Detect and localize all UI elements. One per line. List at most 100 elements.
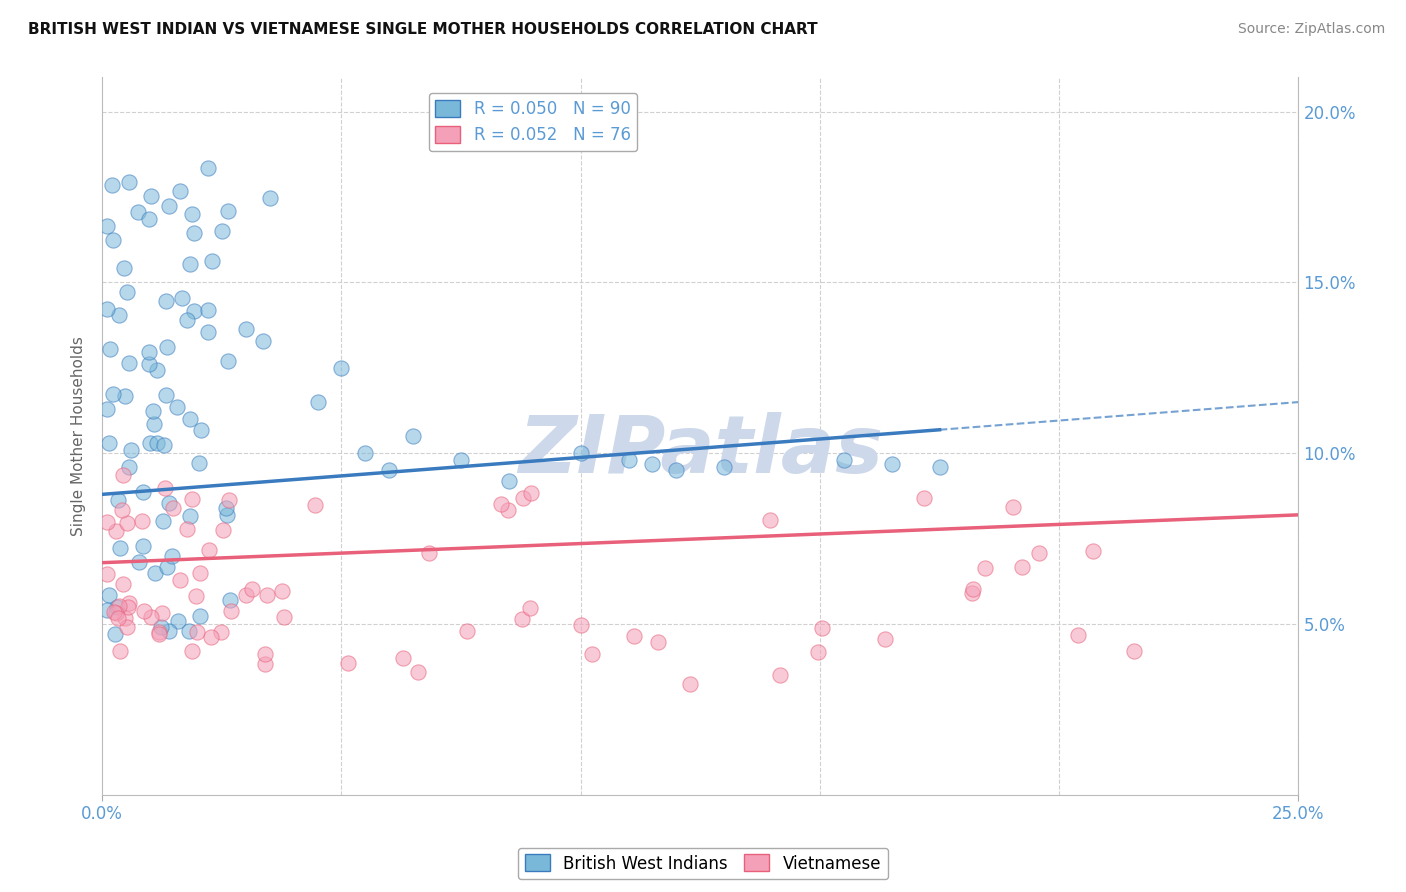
Point [512, 612, 534, 626]
Point [183, 226, 205, 240]
Point [569, 617, 592, 632]
Point [188, 609, 211, 624]
Point [138, 345, 160, 359]
Point [128, 555, 150, 569]
Point [146, 363, 169, 377]
Point [101, 233, 124, 247]
Point [139, 435, 162, 450]
Point [96, 515, 118, 529]
Point [392, 651, 415, 665]
Point [132, 539, 155, 553]
Point [1028, 546, 1050, 560]
Point [143, 417, 166, 431]
Point [105, 599, 128, 614]
Point [98, 436, 121, 450]
Point [96, 566, 118, 581]
Point [1011, 560, 1033, 574]
Point [155, 559, 177, 574]
Point [179, 508, 201, 523]
Point [155, 387, 177, 401]
Point [127, 204, 149, 219]
Point [101, 387, 124, 401]
Point [104, 627, 127, 641]
Point [330, 360, 353, 375]
Point [928, 460, 950, 475]
Point [336, 656, 359, 670]
Point [1122, 644, 1144, 658]
Point [304, 499, 326, 513]
Point [769, 667, 792, 681]
Point [179, 412, 201, 426]
Point [496, 503, 519, 517]
Point [962, 582, 984, 596]
Legend: British West Indians, Vietnamese: British West Indians, Vietnamese [517, 847, 889, 880]
Point [117, 600, 139, 615]
Point [157, 495, 180, 509]
Legend: R = 0.050   N = 90, R = 0.052   N = 76: R = 0.050 N = 90, R = 0.052 N = 76 [429, 93, 637, 151]
Point [759, 513, 782, 527]
Point [197, 325, 219, 339]
Point [142, 404, 165, 418]
Point [1002, 500, 1025, 514]
Point [179, 257, 201, 271]
Point [253, 657, 276, 672]
Point [166, 400, 188, 414]
Point [141, 188, 163, 202]
Point [114, 611, 136, 625]
Point [107, 599, 129, 613]
Point [150, 620, 173, 634]
Point [217, 203, 239, 218]
Point [647, 635, 669, 649]
Point [198, 542, 221, 557]
Point [354, 446, 377, 460]
Point [235, 588, 257, 602]
Point [450, 453, 472, 467]
Point [180, 491, 202, 506]
Point [713, 460, 735, 475]
Point [169, 184, 191, 198]
Point [110, 644, 132, 658]
Y-axis label: Single Mother Households: Single Mother Households [72, 336, 86, 536]
Point [111, 577, 134, 591]
Point [98, 342, 121, 356]
Point [962, 586, 984, 600]
Point [96, 401, 118, 416]
Point [418, 546, 440, 560]
Text: Source: ZipAtlas.com: Source: ZipAtlas.com [1237, 22, 1385, 37]
Point [832, 453, 855, 467]
Point [118, 175, 141, 189]
Point [166, 614, 188, 628]
Point [138, 212, 160, 227]
Point [217, 354, 239, 368]
Point [512, 491, 534, 506]
Point [145, 566, 167, 580]
Point [1083, 543, 1105, 558]
Point [155, 294, 177, 309]
Point [256, 588, 278, 602]
Point [218, 493, 240, 508]
Point [402, 429, 425, 443]
Point [188, 456, 211, 470]
Point [141, 610, 163, 624]
Point [115, 620, 138, 634]
Point [98, 588, 121, 602]
Point [105, 606, 128, 620]
Point [211, 523, 233, 537]
Point [623, 629, 645, 643]
Point [217, 508, 239, 522]
Point [112, 261, 135, 276]
Point [219, 593, 242, 607]
Point [162, 501, 184, 516]
Point [117, 596, 139, 610]
Point [118, 459, 141, 474]
Point [973, 560, 995, 574]
Point [96, 219, 118, 233]
Point [197, 302, 219, 317]
Point [520, 485, 543, 500]
Point [1067, 627, 1090, 641]
Point [181, 644, 204, 658]
Point [184, 589, 207, 603]
Point [115, 516, 138, 530]
Point [101, 178, 124, 192]
Point [169, 573, 191, 587]
